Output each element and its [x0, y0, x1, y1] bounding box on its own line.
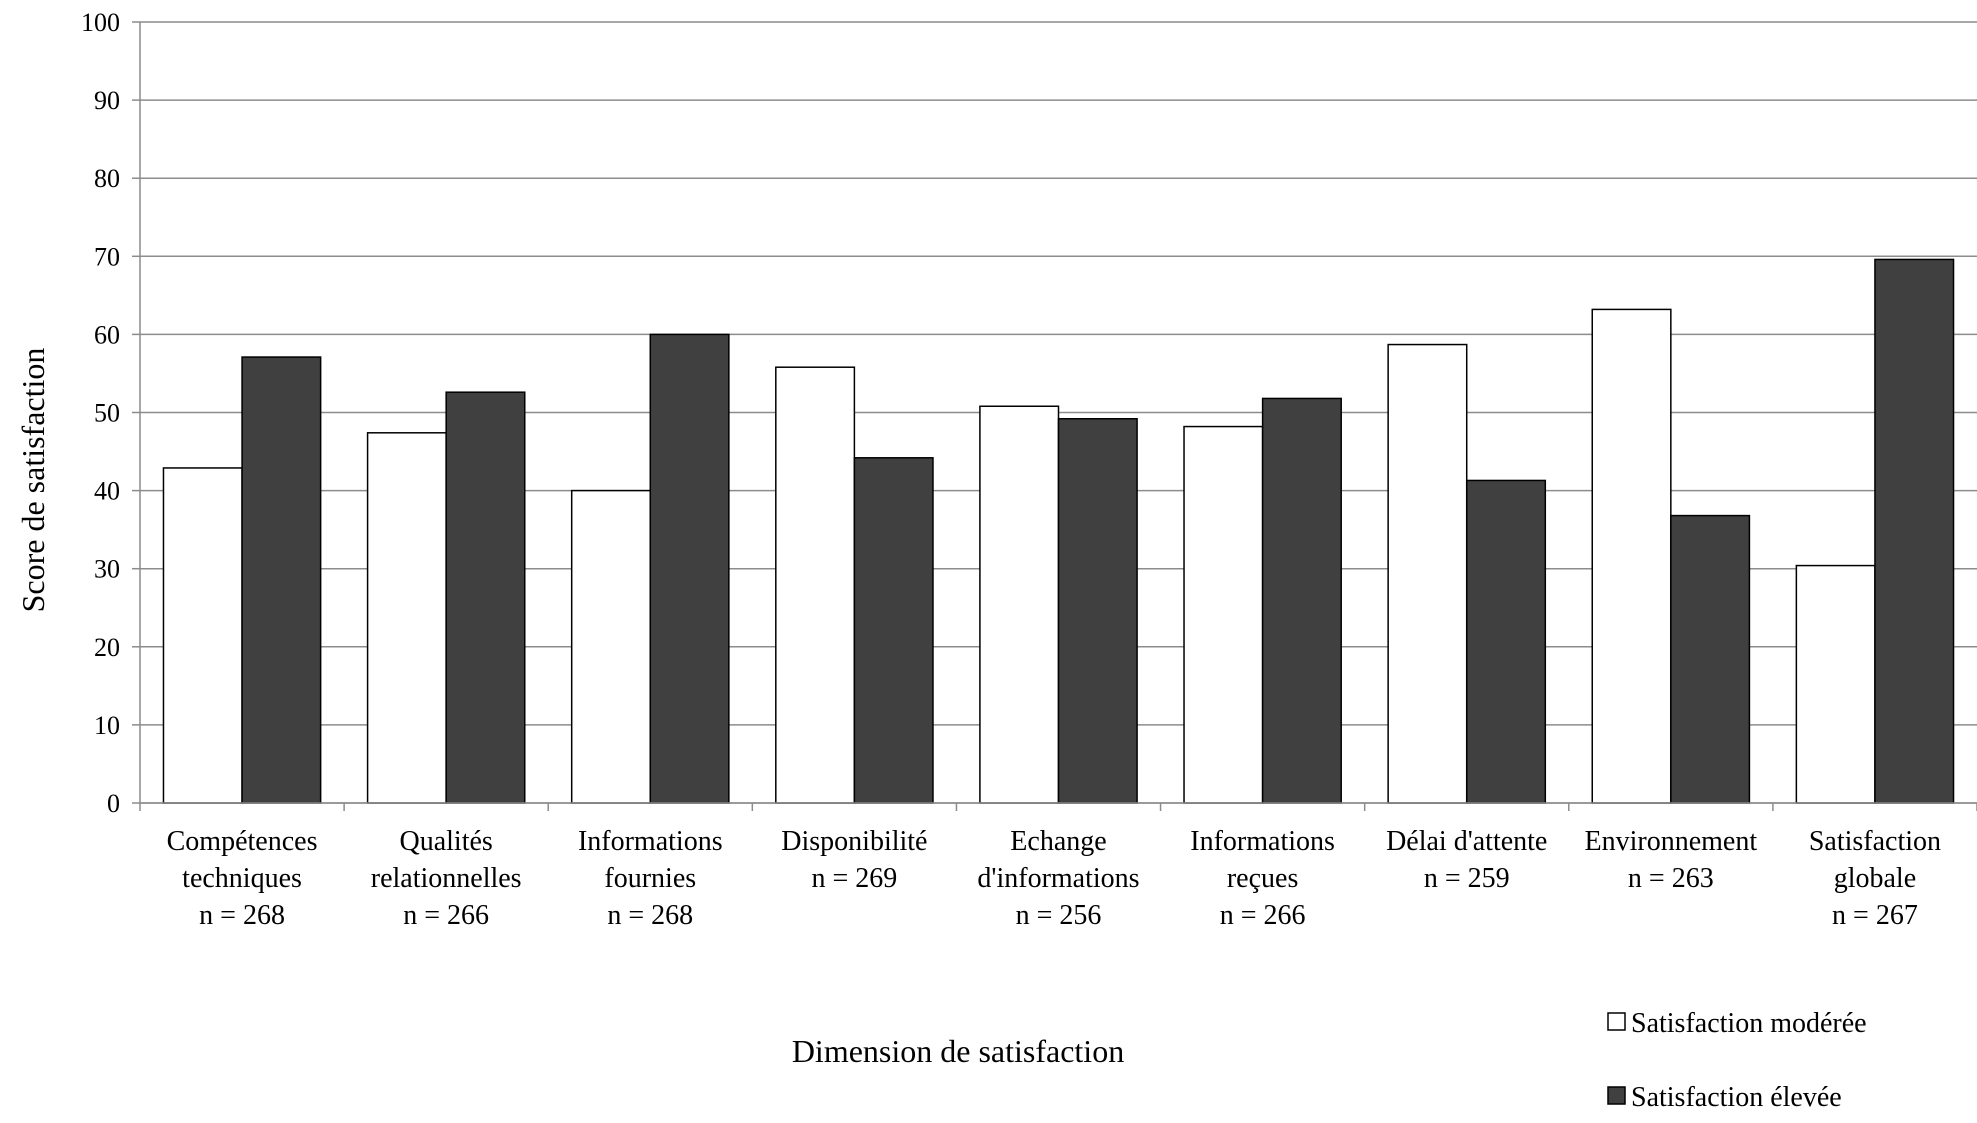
x-category-label-line: n = 267	[1832, 900, 1918, 931]
y-tick-label: 90	[94, 86, 120, 115]
y-tick-label: 10	[94, 711, 120, 740]
x-category-label: Délai d'attente n = 259	[1386, 826, 1547, 894]
x-category-label-line: Qualités	[400, 826, 493, 857]
x-category-label-line: n = 268	[199, 900, 285, 931]
bars	[162, 258, 1955, 804]
x-category-label-line: globale	[1834, 863, 1916, 894]
bar	[979, 405, 1060, 804]
x-category-label-line: relationnelles	[371, 863, 522, 894]
x-category-label: Compétences techniques n = 268	[167, 826, 318, 931]
y-tick-label: 50	[94, 399, 120, 428]
x-category-label-line: n = 259	[1424, 863, 1510, 894]
bar	[649, 333, 730, 804]
x-category-label-line: Informations	[1190, 826, 1335, 857]
x-category-label-line: techniques	[182, 863, 302, 894]
bar	[853, 457, 934, 804]
bar	[241, 356, 322, 804]
legend-swatch	[1607, 1012, 1626, 1031]
bar	[162, 467, 243, 804]
x-category-label-line: n = 263	[1628, 863, 1714, 894]
x-category-label-line: d'informations	[977, 863, 1139, 894]
x-category-label-line: n = 268	[607, 900, 693, 931]
x-category-label-line: n = 266	[1220, 900, 1306, 931]
x-category-label: Informations reçues n = 266	[1190, 826, 1335, 931]
x-category-label-line: fournies	[604, 863, 696, 894]
x-category-label: Environnement n = 263	[1585, 826, 1758, 894]
axes	[139, 22, 1977, 811]
x-category-label: Echange d'informations n = 256	[977, 826, 1139, 931]
bar	[445, 391, 526, 804]
y-tick-label: 80	[94, 164, 120, 193]
x-category-label-line: reçues	[1227, 863, 1299, 894]
x-category-label-line: n = 269	[811, 863, 897, 894]
bar	[570, 489, 652, 804]
y-tick-label: 20	[94, 633, 120, 662]
x-category-label-line: Satisfaction	[1809, 826, 1941, 857]
x-axis-title: Dimension de satisfaction	[792, 1033, 1124, 1069]
bar	[1795, 564, 1876, 804]
y-tick-label: 30	[94, 555, 120, 584]
x-category-label: Qualités relationnelles n = 266	[371, 826, 522, 931]
bar	[1057, 417, 1138, 804]
bar	[1387, 343, 1468, 804]
legend-swatch	[1607, 1086, 1626, 1105]
bar	[1261, 397, 1342, 804]
bar	[775, 366, 856, 804]
y-tick-label: 60	[94, 320, 120, 349]
bar	[366, 432, 447, 804]
x-category-label-line: n = 266	[403, 900, 489, 931]
x-category-label-line: Délai d'attente	[1386, 826, 1547, 857]
y-tick-label: 0	[107, 789, 120, 818]
legend: Satisfaction modérée Satisfaction élevée	[1607, 1008, 1867, 1113]
y-axis-title: Score de satisfaction	[15, 348, 51, 613]
bar	[1591, 308, 1672, 804]
x-category-label: Satisfaction globale n = 267	[1809, 826, 1941, 931]
x-category-label-line: Echange	[1010, 826, 1106, 857]
x-category-label-line: n = 256	[1016, 900, 1102, 931]
y-axis-ticks: 0 10 20 30 40 50 60 70 80 90 100	[81, 8, 120, 818]
y-tick-label: 100	[81, 8, 120, 37]
legend-label: Satisfaction modérée	[1631, 1008, 1867, 1039]
bar	[1670, 514, 1751, 804]
bar	[1465, 479, 1547, 804]
bar	[1183, 425, 1264, 804]
x-category-label: Disponibilité n = 269	[781, 826, 927, 894]
y-tick-label: 70	[94, 242, 120, 271]
legend-label: Satisfaction élevée	[1631, 1082, 1842, 1113]
x-category-label-line: Compétences	[167, 826, 318, 857]
x-category-label-line: Disponibilité	[781, 826, 927, 857]
x-category-label: Informations fournies n = 268	[578, 826, 723, 931]
y-tick-label: 40	[94, 477, 120, 506]
x-category-label-line: Environnement	[1585, 826, 1758, 857]
bar	[1874, 258, 1955, 804]
x-category-label-line: Informations	[578, 826, 723, 857]
x-axis-category-labels: Compétences techniques n = 268 Qualités rela…	[167, 826, 1941, 931]
